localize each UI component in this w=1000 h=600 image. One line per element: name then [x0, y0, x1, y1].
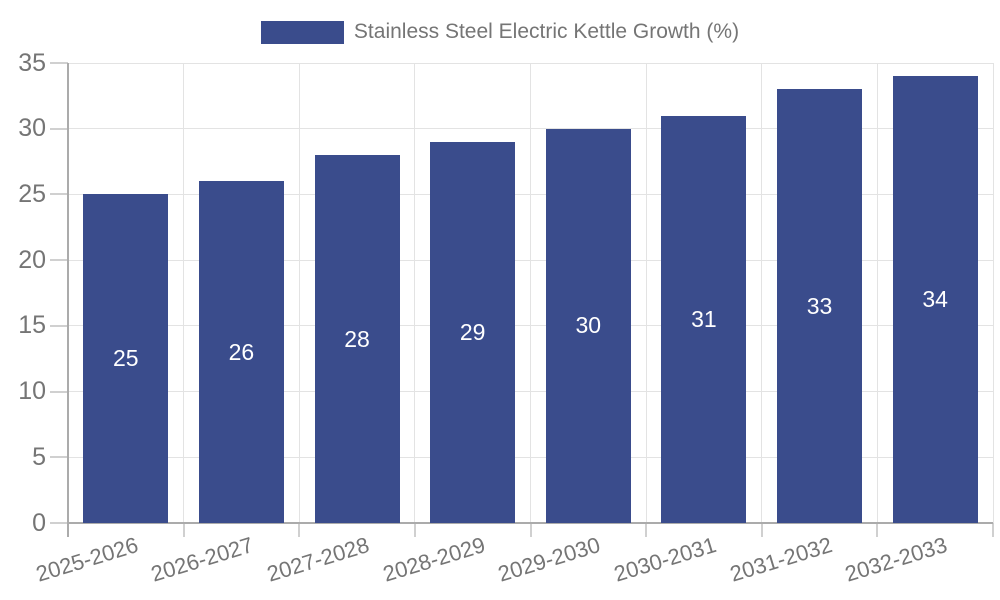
y-axis-tick [50, 324, 68, 327]
y-tick-label: 30 [18, 114, 46, 143]
x-axis-tick [413, 523, 416, 537]
bar-value-label: 26 [228, 338, 255, 365]
vertical-gridline [761, 63, 763, 523]
x-axis-tick [992, 523, 994, 537]
y-tick-label: 0 [32, 508, 46, 537]
legend: Stainless Steel Electric Kettle Growth (… [0, 20, 1000, 44]
bar-value-label: 31 [691, 305, 717, 332]
y-axis-tick [50, 62, 68, 64]
y-axis-tick [50, 259, 68, 262]
y-axis-line [66, 63, 69, 537]
x-axis-tick [876, 523, 879, 537]
y-axis-tick [50, 522, 68, 524]
y-tick-label: 5 [32, 442, 46, 471]
vertical-gridline [298, 63, 300, 523]
bar [661, 115, 747, 523]
bar [314, 155, 400, 523]
x-axis-tick [760, 523, 763, 537]
legend-swatch [260, 20, 344, 44]
x-axis-tick [298, 523, 301, 537]
bar-value-label: 34 [922, 286, 948, 313]
vertical-gridline [414, 63, 416, 523]
y-axis-tick [50, 390, 68, 393]
x-axis-tick [182, 523, 185, 537]
bar [545, 128, 631, 523]
vertical-gridline [992, 63, 994, 523]
bar [777, 89, 863, 523]
vertical-gridline [530, 63, 531, 523]
y-axis-tick [50, 456, 68, 459]
bar-value-label: 25 [113, 345, 139, 372]
bar [198, 181, 284, 523]
y-axis-tick [50, 193, 68, 196]
bar-value-label: 33 [806, 292, 833, 319]
y-tick-label: 10 [18, 377, 46, 406]
bar-value-label: 30 [575, 312, 602, 339]
y-axis-tick [50, 127, 68, 130]
x-axis-tick [645, 523, 648, 537]
bar [83, 194, 169, 523]
bar [430, 141, 516, 523]
vertical-gridline [645, 63, 647, 523]
x-axis-tick [529, 523, 532, 537]
x-axis-line [68, 522, 993, 524]
y-tick-label: 35 [18, 48, 46, 77]
y-tick-label: 15 [18, 311, 46, 340]
y-tick-label: 25 [18, 179, 46, 208]
bar-value-label: 28 [344, 325, 370, 352]
vertical-gridline [183, 63, 185, 523]
bar-value-label: 29 [459, 318, 486, 345]
vertical-gridline [876, 63, 878, 523]
bar [892, 76, 978, 523]
legend-label: Stainless Steel Electric Kettle Growth (… [353, 20, 740, 43]
y-tick-label: 20 [18, 245, 46, 274]
